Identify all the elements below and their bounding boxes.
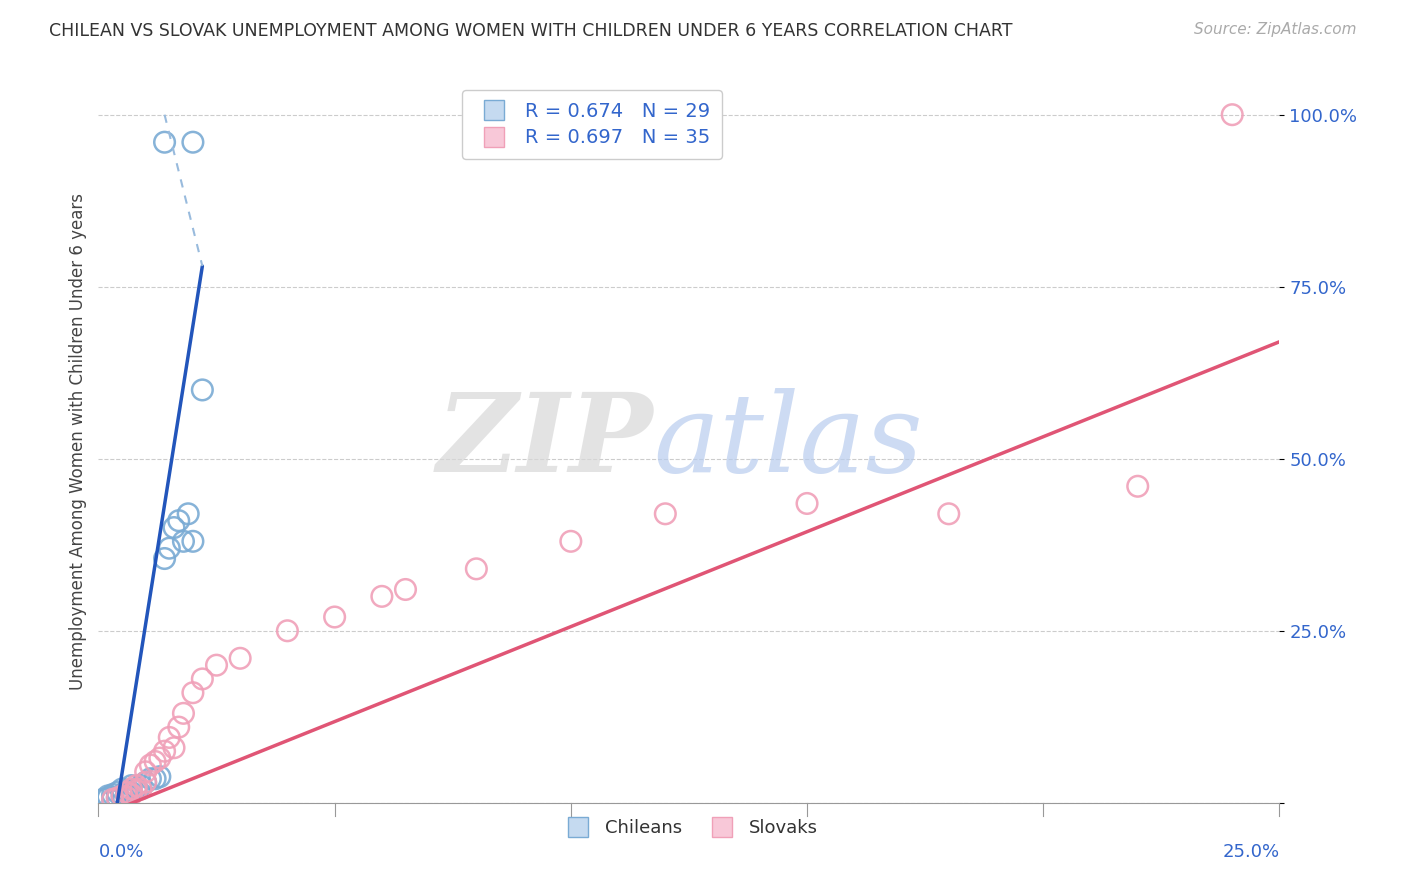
Point [115, 785, 138, 799]
Point [1220, 108, 1243, 122]
Point [139, 772, 162, 786]
Text: ZIP: ZIP [437, 388, 654, 495]
Point [115, 790, 138, 805]
Point [276, 624, 298, 638]
Point [101, 788, 124, 802]
Legend: Chileans, Slovaks: Chileans, Slovaks [553, 812, 825, 845]
Point [135, 764, 157, 779]
Point [111, 789, 134, 803]
Point [135, 775, 157, 789]
Point [181, 135, 204, 149]
Point [167, 514, 190, 528]
Point [121, 785, 143, 799]
Point [172, 706, 194, 721]
Y-axis label: Unemployment Among Women with Children Under 6 years: Unemployment Among Women with Children U… [69, 193, 87, 690]
Point [121, 782, 143, 797]
Point [105, 791, 128, 805]
Point [101, 792, 124, 806]
Point [654, 507, 676, 521]
Point [143, 755, 166, 769]
Point [111, 789, 134, 803]
Point [465, 562, 488, 576]
Point [229, 651, 252, 665]
Point [1126, 479, 1149, 493]
Point [153, 551, 176, 566]
Point [163, 740, 186, 755]
Point [191, 383, 214, 397]
Point [121, 788, 143, 802]
Point [163, 520, 186, 534]
Point [938, 507, 960, 521]
Point [115, 783, 138, 797]
Point [105, 790, 128, 805]
Point [139, 758, 162, 772]
Text: atlas: atlas [654, 388, 924, 495]
Point [149, 751, 172, 765]
Point [323, 610, 346, 624]
Point [125, 782, 148, 797]
Point [125, 779, 148, 793]
Point [157, 541, 180, 556]
Point [205, 658, 228, 673]
Point [105, 785, 128, 799]
Point [191, 672, 214, 686]
Point [560, 534, 582, 549]
Point [135, 775, 157, 789]
Text: Source: ZipAtlas.com: Source: ZipAtlas.com [1194, 22, 1357, 37]
Point [157, 731, 180, 745]
Point [181, 534, 204, 549]
Point [149, 770, 172, 784]
Point [129, 782, 152, 797]
Point [394, 582, 416, 597]
Point [97, 791, 120, 805]
Point [111, 782, 134, 797]
Point [167, 720, 190, 734]
Point [796, 496, 818, 510]
Point [153, 744, 176, 758]
Text: 0.0%: 0.0% [98, 843, 143, 861]
Point [115, 788, 138, 802]
Point [153, 135, 176, 149]
Point [371, 590, 394, 604]
Point [143, 772, 166, 786]
Point [101, 792, 124, 806]
Text: 25.0%: 25.0% [1222, 843, 1279, 861]
Point [129, 779, 152, 793]
Point [121, 779, 143, 793]
Point [181, 686, 204, 700]
Point [125, 783, 148, 797]
Point [97, 789, 120, 803]
Point [172, 534, 194, 549]
Point [177, 507, 200, 521]
Point [91, 792, 114, 806]
Text: CHILEAN VS SLOVAK UNEMPLOYMENT AMONG WOMEN WITH CHILDREN UNDER 6 YEARS CORRELATI: CHILEAN VS SLOVAK UNEMPLOYMENT AMONG WOM… [49, 22, 1012, 40]
